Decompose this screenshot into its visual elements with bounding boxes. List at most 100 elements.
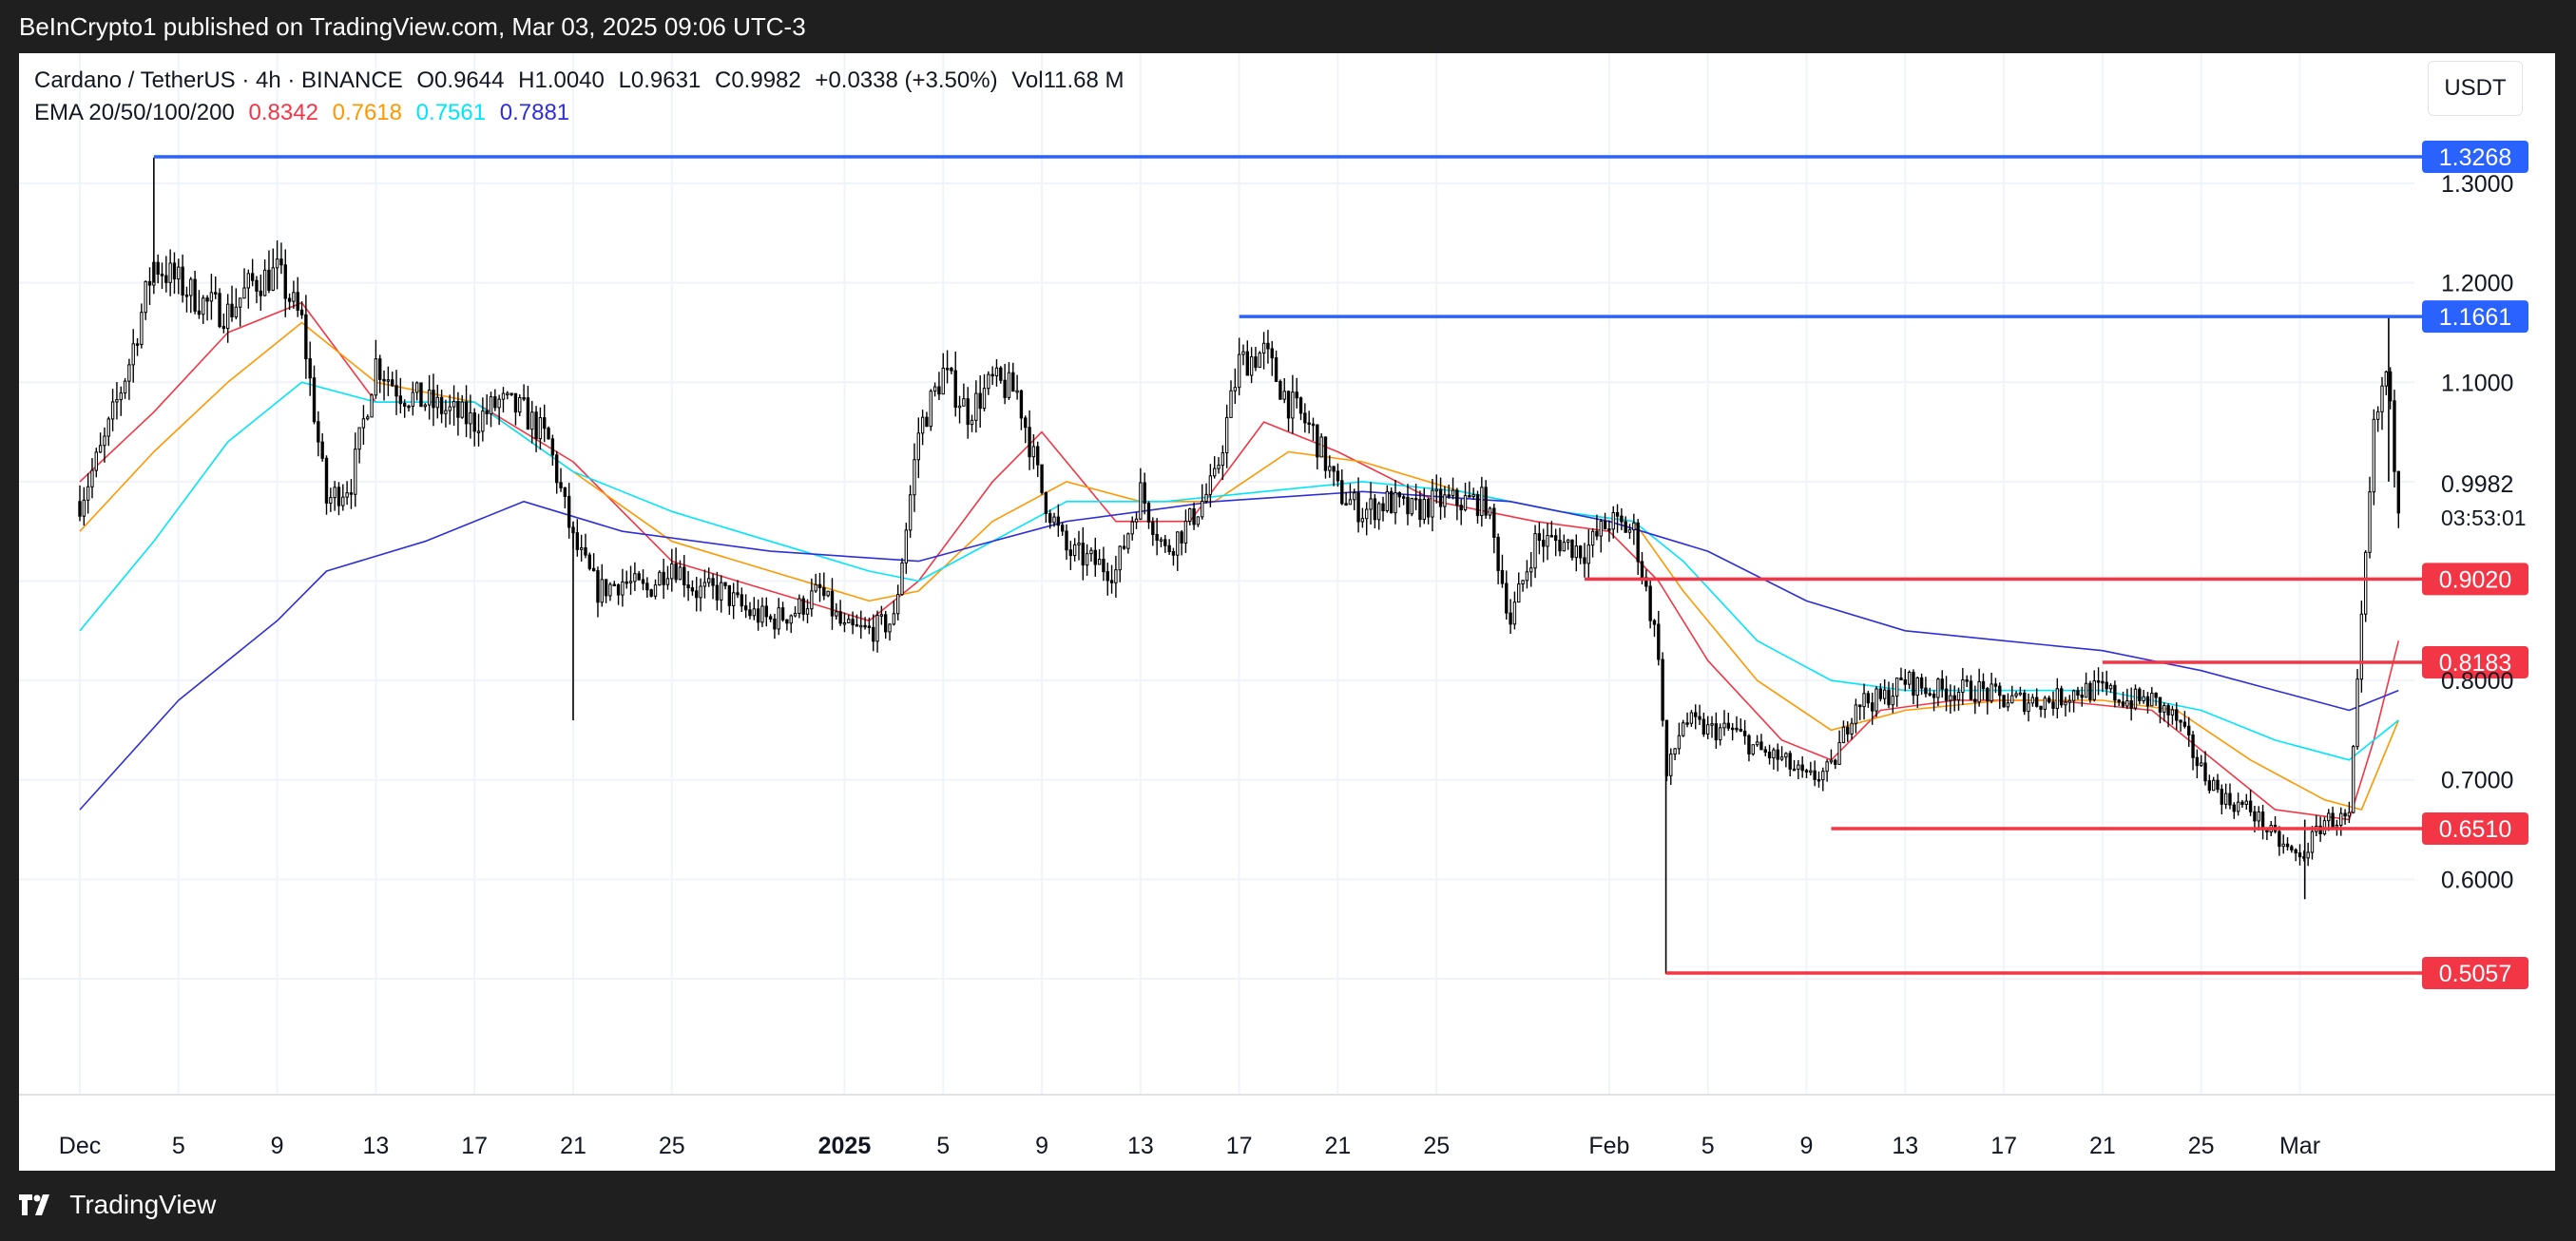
candle-body [1463, 495, 1468, 511]
candle-body [402, 403, 407, 407]
candle-body [275, 258, 279, 269]
candle-body [543, 417, 547, 430]
candle-body [2203, 762, 2207, 782]
candle-body [2035, 697, 2039, 707]
candle-body [1282, 391, 1286, 400]
candle-body [110, 401, 115, 420]
candle-body [2228, 792, 2232, 806]
candle-body [391, 379, 394, 387]
candle-body [1936, 678, 1940, 698]
axis-layer: Dec 5 9 13 17 21 25 2025 5 9 13 17 21 25 Feb 5 9 13 17 21 25… [19, 171, 2555, 1159]
candle-body [370, 394, 374, 418]
candle-body [1854, 704, 1858, 724]
candle-body [1553, 535, 1558, 542]
candle-body [743, 605, 748, 611]
candle-body [2101, 680, 2105, 684]
candle-body [1434, 488, 1438, 492]
candle-body [435, 396, 439, 409]
x-tick-label: Dec [59, 1133, 101, 1159]
price-chart[interactable]: 1.3268 1.1661 0.9020 0.8183 0.6510 0.5057 Dec… [19, 53, 2555, 1171]
candle-body [970, 419, 974, 426]
level-price-label: 0.8183 [2439, 650, 2511, 677]
candle-body [1102, 559, 1105, 573]
candle-body [209, 292, 214, 302]
candle-body [1710, 723, 1714, 726]
candle-body [1176, 531, 1180, 556]
candle-body [736, 592, 740, 596]
candle-body [699, 585, 702, 599]
candle-body [1167, 544, 1171, 553]
candle-body [1825, 761, 1829, 773]
candle-body [920, 416, 925, 434]
candle-body [464, 401, 469, 425]
candle-body [1706, 724, 1710, 735]
candle-body [1779, 756, 1784, 760]
candle-body [1266, 342, 1270, 350]
candle-body [456, 401, 460, 418]
symbol-label[interactable]: Cardano / TetherUS · 4h · BINANCE [34, 67, 403, 93]
candle-body [1261, 342, 1266, 354]
candle-body [1278, 380, 1282, 400]
currency-button[interactable]: USDT [2428, 61, 2523, 116]
change-value: +0.0338 (+3.50%) [815, 67, 998, 93]
candle-body [1701, 718, 1706, 735]
candle-body [304, 314, 308, 360]
candle-body [1019, 390, 1024, 419]
candle-body [2207, 780, 2212, 792]
candle-body [1401, 496, 1406, 499]
candle-body [2071, 690, 2076, 701]
candle-body [1558, 540, 1562, 552]
candle-body [135, 343, 140, 346]
footer-brand[interactable]: TradingView [69, 1190, 217, 1219]
candle-body [863, 624, 867, 628]
candle-body [2306, 851, 2310, 859]
x-tick-label: 25 [659, 1133, 685, 1159]
candle-body [1512, 601, 1517, 625]
candle-body [1217, 465, 1221, 469]
candle-body [90, 469, 94, 487]
candle-body [641, 579, 645, 584]
candle-body [600, 579, 604, 603]
candle-body [987, 373, 990, 390]
candle-body [789, 615, 793, 624]
candle-body [1809, 770, 1813, 773]
candle-body [2027, 702, 2030, 713]
candle-body [1578, 545, 1583, 559]
candle-body [1484, 487, 1488, 516]
candle-body [740, 594, 744, 607]
candle-body [1397, 492, 1402, 498]
candle-body [653, 584, 658, 597]
candle-body [1201, 500, 1204, 518]
x-tick-label: 13 [1892, 1133, 1918, 1159]
candle-body [2244, 800, 2248, 806]
candle-body [1316, 424, 1319, 458]
candle-body [1031, 446, 1036, 458]
candle-body [937, 386, 941, 395]
candle-body [547, 428, 550, 440]
candle-body [2310, 831, 2315, 853]
ema-label[interactable]: EMA 20/50/100/200 [34, 100, 235, 125]
candle-body [1739, 729, 1742, 732]
x-tick-label: 5 [936, 1133, 950, 1159]
candle-body [2039, 705, 2043, 710]
candle-body [103, 435, 106, 447]
candle-body [2105, 681, 2108, 690]
candle-body [798, 598, 801, 615]
candle-body [2339, 812, 2343, 827]
candle-body [2080, 694, 2084, 698]
candle-body [1360, 518, 1365, 523]
tradingview-logo-icon[interactable] [19, 1173, 53, 1241]
candle-body [604, 579, 608, 597]
candle-body [932, 386, 937, 392]
candle-body [711, 578, 715, 586]
candle-body [1657, 623, 1661, 660]
low-value: L0.9631 [618, 67, 702, 93]
candle-body [2059, 688, 2064, 706]
candle-body [682, 566, 686, 586]
grid-layer [19, 53, 2414, 1095]
candle-body [407, 405, 411, 409]
candle-body [214, 292, 218, 295]
chart-panel[interactable]: 1.3268 1.1661 0.9020 0.8183 0.6510 0.5057 Dec… [19, 53, 2555, 1171]
candle-body [1537, 533, 1542, 542]
candle-body [1846, 726, 1850, 735]
